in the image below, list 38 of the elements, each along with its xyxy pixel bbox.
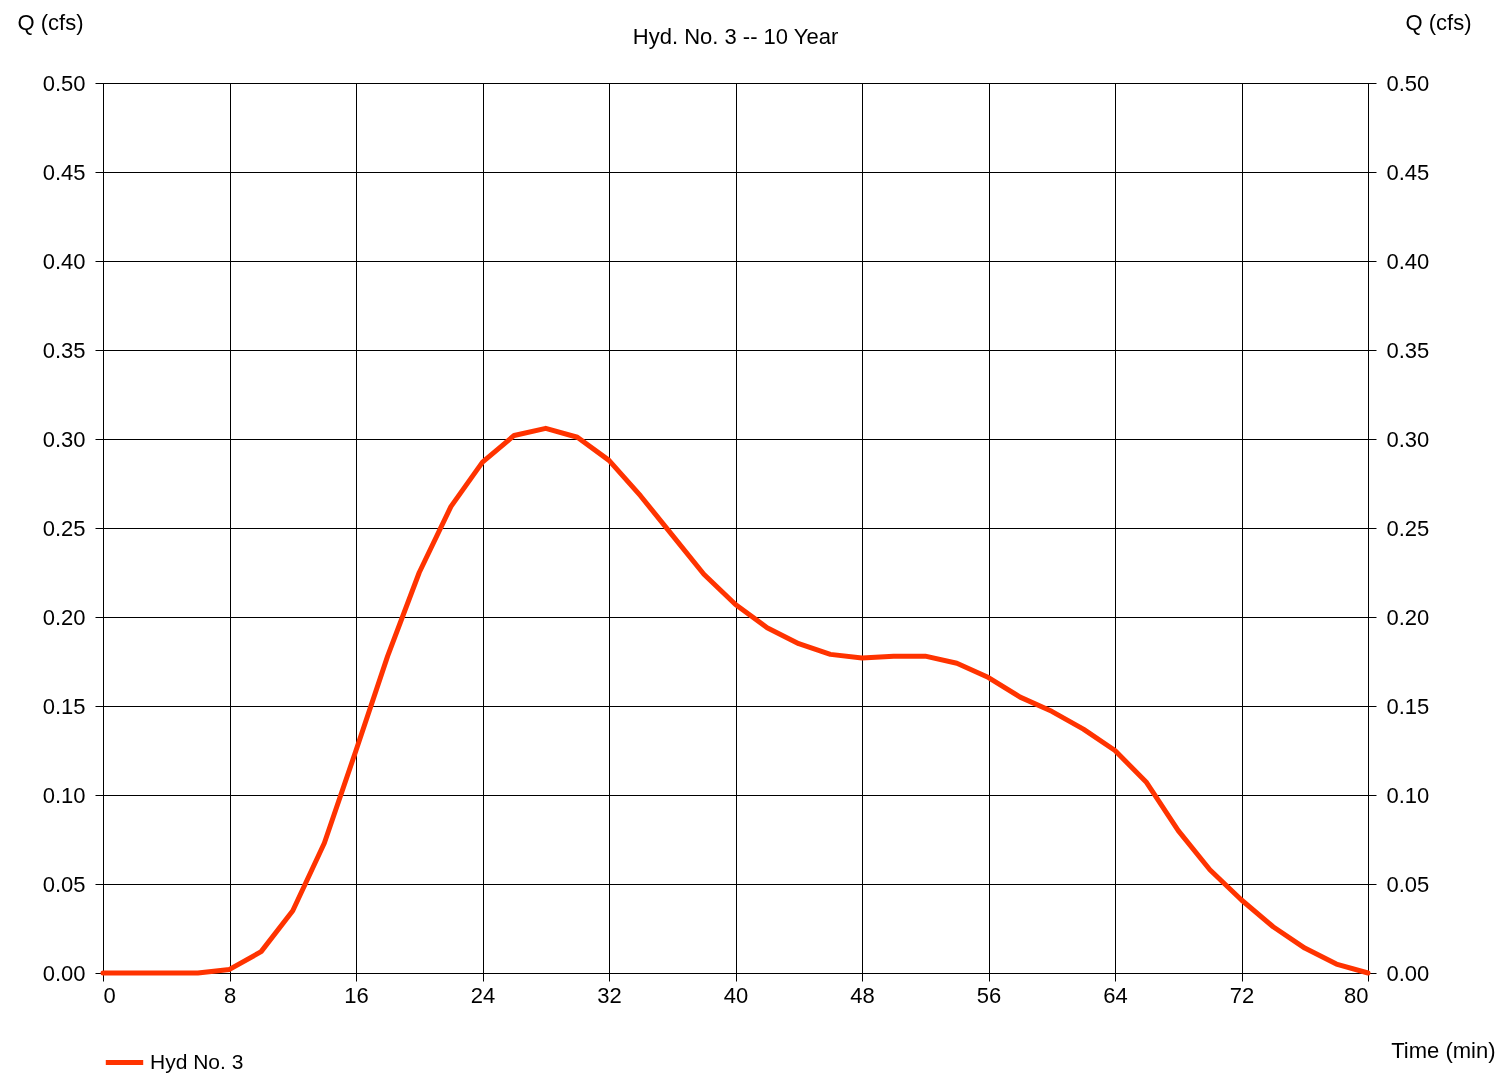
y-tick-label: 0.45 <box>42 159 86 185</box>
x-tick-label: 24 <box>470 982 496 1008</box>
x-tick-label: 72 <box>1229 982 1255 1008</box>
legend-label: Hyd No. 3 <box>150 1049 244 1073</box>
y2-tick-label: 0.40 <box>1386 248 1430 274</box>
y-tick-label: 0.00 <box>42 960 86 986</box>
y2-tick-label: 0.45 <box>1386 159 1430 185</box>
x-tick-label: 0 <box>103 982 116 1008</box>
y-tick-label: 0.15 <box>42 693 86 719</box>
y-tick-label: 0.25 <box>42 515 86 541</box>
y-tick-label: 0.35 <box>42 337 86 363</box>
y-tick-label: 0.10 <box>42 782 86 808</box>
y2-tick-label: 0.35 <box>1386 337 1430 363</box>
y2-tick-label: 0.25 <box>1386 515 1430 541</box>
y2-tick-label: 0.15 <box>1386 693 1430 719</box>
y-tick-label: 0.05 <box>42 871 86 897</box>
x-tick-label: 64 <box>1103 982 1128 1008</box>
y2-tick-label: 0.20 <box>1386 604 1430 630</box>
y-tick-label: 0.40 <box>42 248 86 274</box>
x-tick-label: 56 <box>976 982 1002 1008</box>
y2-axis-title: Q (cfs) <box>1405 9 1472 35</box>
y-tick-label: 0.20 <box>42 604 86 630</box>
x-tick-label: 16 <box>344 982 369 1008</box>
y2-tick-label: 0.10 <box>1386 782 1430 808</box>
y2-tick-label: 0.50 <box>1386 70 1430 96</box>
y-tick-label: 0.30 <box>42 426 86 452</box>
x-tick-label: 40 <box>723 982 749 1008</box>
x-tick-label: 80 <box>1344 982 1369 1008</box>
y-axis-title: Q (cfs) <box>17 9 84 35</box>
x-tick-label: 48 <box>850 982 875 1008</box>
y2-tick-label: 0.30 <box>1386 426 1430 452</box>
x-tick-label: 8 <box>223 982 237 1008</box>
x-tick-label: 32 <box>597 982 622 1008</box>
chart-title: Hyd. No. 3 -- 10 Year <box>632 24 839 49</box>
y2-tick-label: 0.00 <box>1386 960 1430 986</box>
y2-tick-label: 0.05 <box>1386 871 1430 897</box>
x-axis-title: Time (min) <box>1391 1037 1496 1063</box>
y-tick-label: 0.50 <box>42 70 86 96</box>
